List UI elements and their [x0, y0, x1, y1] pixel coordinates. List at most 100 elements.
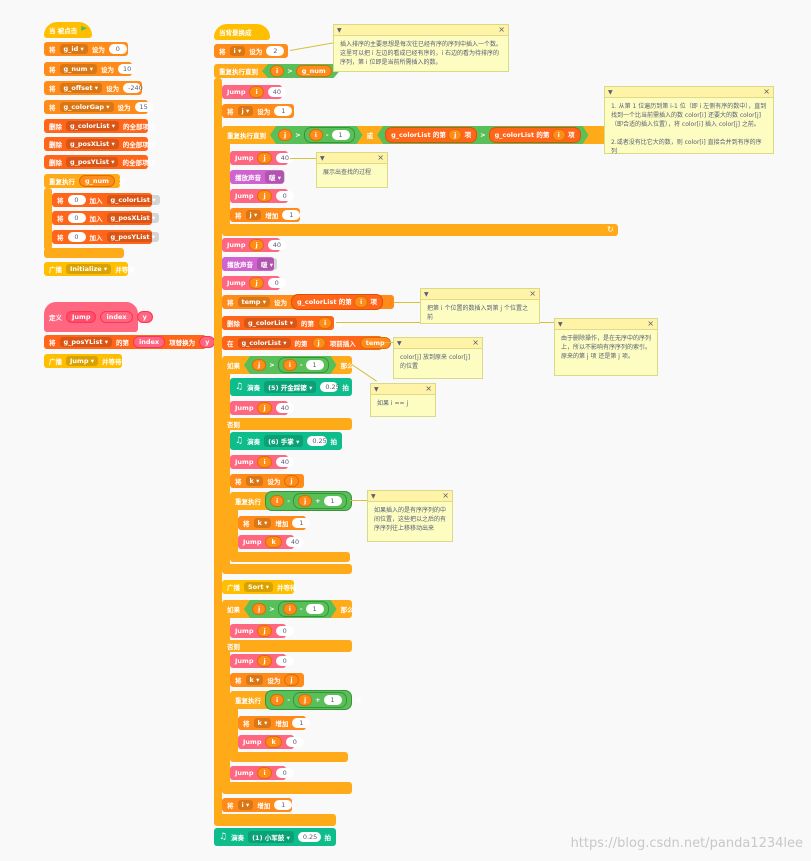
comment-text[interactable]: color[j] 放到原来 color[j] 的位置: [400, 354, 471, 370]
comment-text[interactable]: 由于删除操作，是在无序中的序列上，所以不影响有序序列的索引。原来的第 j 项 还…: [561, 335, 652, 360]
comment-note[interactable]: ▼ × 插入排序的主要思想是每次往已经有序的序列中插入一个数。这里可以把 i 左边…: [333, 24, 509, 72]
jump-call-block[interactable]: Jump j 40: [230, 151, 294, 165]
value-input[interactable]: 1: [306, 604, 324, 614]
minus-operator[interactable]: i - 1: [304, 127, 355, 143]
add-to-list-block[interactable]: 将 0 加入 g_posYList: [52, 230, 159, 244]
var-reporter[interactable]: j: [257, 190, 272, 202]
arg-y[interactable]: y: [136, 311, 153, 323]
var-reporter[interactable]: g_num: [296, 65, 332, 77]
drum-dropdown[interactable]: (1) 小军鼓: [248, 831, 294, 843]
comment-note[interactable]: ▼ × 由于删除操作，是在无序中的序列上，所以不影响有序序列的索引。原来的第 j …: [554, 318, 658, 376]
repeat-block[interactable]: 重复执行 g_num 次: [44, 174, 125, 188]
collapse-icon[interactable]: ▼: [424, 291, 429, 298]
collapse-icon[interactable]: ▼: [558, 321, 563, 328]
jump-call-block[interactable]: Jump j 0: [230, 654, 294, 668]
var-reporter[interactable]: j: [278, 129, 292, 141]
play-drum-block[interactable]: ♫ 演奏 (5) 开金踩镲 0.25 拍: [230, 378, 352, 396]
var-dropdown[interactable]: j: [237, 106, 254, 116]
repeat-until-block[interactable]: 重复执行直到 i > g_num: [214, 64, 334, 78]
var-reporter[interactable]: j: [252, 603, 266, 615]
jump-call-block[interactable]: Jump j 0: [230, 624, 294, 638]
set-k-block[interactable]: 将 k 设为 j: [230, 673, 304, 687]
var-reporter[interactable]: j: [257, 152, 272, 164]
var-dropdown[interactable]: g_num: [59, 64, 97, 74]
beats-input[interactable]: 0.25: [320, 382, 340, 392]
comment-text[interactable]: 1. 从第 1 位遍历到第 i-1 位（即 i 左侧有序的数中），直到找到一个比…: [611, 103, 767, 155]
value-input[interactable]: 1: [274, 106, 293, 116]
beats-input[interactable]: 0.25: [307, 436, 327, 446]
gt-operator[interactable]: j > i - 1: [270, 126, 363, 144]
var-reporter[interactable]: j: [284, 475, 299, 487]
value-input[interactable]: 2: [266, 46, 285, 56]
comment-note[interactable]: ▼ × 如果插入的是有序序列的中间位置，这些把以之后的有序序列往上移移动出来: [367, 490, 453, 542]
arg-index[interactable]: index: [100, 311, 133, 323]
comment-note[interactable]: ▼ × color[j] 放到原来 color[j] 的位置: [393, 337, 483, 379]
value-input[interactable]: 0: [67, 213, 86, 223]
change-k-block[interactable]: 将 k 增加 1: [238, 516, 311, 530]
close-icon[interactable]: ×: [529, 289, 536, 298]
var-reporter[interactable]: i: [270, 65, 284, 77]
value-input[interactable]: 40: [275, 403, 294, 413]
comment-note[interactable]: ▼ × 把第 i 个位置的数插入到第 j 个位置之前: [420, 288, 540, 324]
value-input[interactable]: 0: [275, 768, 294, 778]
sound-dropdown[interactable]: 啵: [265, 171, 286, 183]
value-input[interactable]: 0: [267, 278, 286, 288]
var-dropdown[interactable]: k: [245, 675, 264, 685]
value-input[interactable]: 0: [275, 626, 294, 636]
close-icon[interactable]: ×: [763, 87, 770, 96]
list-dropdown[interactable]: g_posYList: [66, 157, 119, 167]
comment-note[interactable]: ▼ × 1. 从第 1 位遍历到第 i-1 位（即 i 左侧有序的数中），直到找到…: [604, 86, 774, 155]
comment-note[interactable]: ▼ × 展示出查找的过程: [316, 152, 388, 188]
broadcast-wait-block[interactable]: 广播 Initialize 并等待: [44, 262, 135, 276]
value-input[interactable]: 0: [108, 44, 127, 54]
comment-text[interactable]: 如果插入的是有序序列的中间位置，这些把以之后的有序序列往上移移动出来: [374, 507, 447, 532]
play-drum-block[interactable]: ♫ 演奏 (1) 小军鼓 0.25 拍: [214, 828, 336, 846]
var-dropdown[interactable]: k: [245, 476, 264, 486]
change-k-block[interactable]: 将 k 增加 1: [238, 716, 311, 730]
value-input[interactable]: 15: [134, 102, 153, 112]
var-reporter[interactable]: j: [249, 277, 264, 289]
var-dropdown[interactable]: g_colorGap: [59, 102, 114, 112]
arg-reporter[interactable]: index: [132, 336, 166, 348]
close-icon[interactable]: ×: [442, 491, 449, 500]
insert-item-block[interactable]: 在 g_colorList 的第 j 项前插入 temp: [222, 336, 391, 350]
close-icon[interactable]: ×: [647, 319, 654, 328]
comment-note[interactable]: ▼ × 如果 i == j: [370, 383, 436, 417]
item-reporter[interactable]: g_colorList 的第 i 项: [489, 127, 581, 143]
when-backdrop-hat[interactable]: 当背景换成: [214, 24, 270, 40]
broadcast-wait-block[interactable]: 广播 Jump 并等待: [44, 354, 122, 368]
list-dropdown[interactable]: g_posYList: [59, 337, 112, 347]
set-var-block[interactable]: 将 g_num 设为 10: [44, 62, 136, 76]
set-j-block[interactable]: 将 j 设为 1: [222, 104, 294, 118]
value-input[interactable]: 0: [275, 656, 294, 666]
drum-dropdown[interactable]: (5) 开金踩镲: [264, 381, 317, 393]
var-reporter[interactable]: i: [353, 296, 369, 308]
minus-operator[interactable]: i - j + 1: [265, 491, 352, 511]
drum-dropdown[interactable]: (6) 手掌: [264, 435, 304, 447]
var-dropdown[interactable]: temp: [237, 297, 270, 307]
arg-reporter[interactable]: y: [199, 336, 216, 348]
value-input[interactable]: 40: [275, 153, 294, 163]
jump-call-block[interactable]: Jump j 0: [230, 189, 294, 203]
list-dropdown[interactable]: g_posXList: [106, 213, 160, 223]
value-input[interactable]: 1: [292, 718, 311, 728]
var-reporter[interactable]: j: [252, 359, 266, 371]
var-reporter[interactable]: j: [257, 402, 272, 414]
list-dropdown[interactable]: g_colorList: [237, 338, 291, 348]
var-reporter[interactable]: i: [283, 603, 297, 615]
var-reporter[interactable]: i: [257, 456, 272, 468]
var-reporter[interactable]: j: [284, 674, 299, 686]
jump-call-block[interactable]: Jump i 40: [230, 455, 294, 469]
var-dropdown[interactable]: j: [245, 210, 262, 220]
comment-text[interactable]: 插入排序的主要思想是每次往已经有序的序列中插入一个数。这里可以把 i 左边的看成…: [340, 41, 503, 66]
close-icon[interactable]: ×: [377, 153, 384, 162]
change-j-block[interactable]: 将 j 增加 1: [230, 208, 301, 222]
add-to-list-block[interactable]: 将 0 加入 g_posXList: [52, 211, 160, 225]
value-input[interactable]: 1: [323, 695, 342, 705]
var-dropdown[interactable]: g_offset: [59, 83, 103, 93]
var-reporter[interactable]: i: [283, 359, 297, 371]
value-input[interactable]: 1: [323, 496, 342, 506]
var-reporter[interactable]: j: [448, 129, 462, 141]
change-i-block[interactable]: 将 i 增加 1: [222, 798, 293, 812]
var-reporter[interactable]: i: [309, 129, 323, 141]
